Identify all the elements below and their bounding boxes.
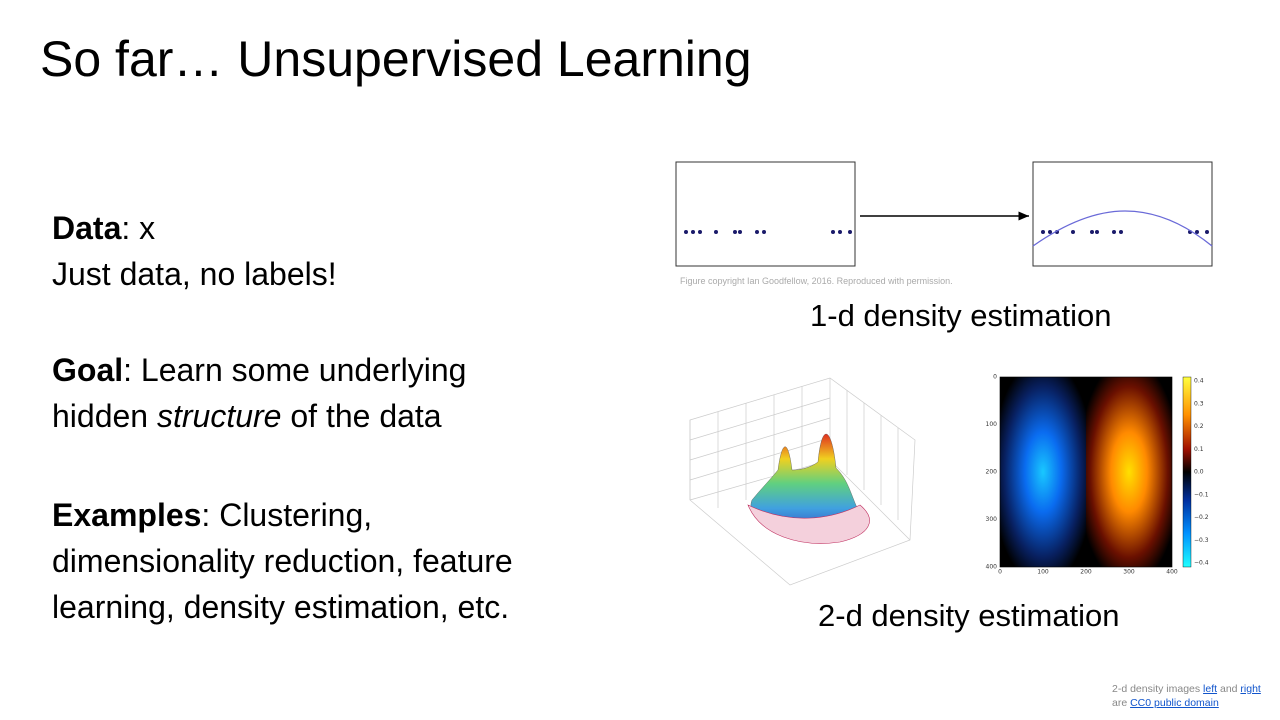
line: learning, density estimation, etc. — [52, 589, 510, 625]
text: of the data — [281, 398, 442, 434]
figure-caption: 1-d density estimation — [810, 298, 1112, 333]
term: Examples — [52, 497, 202, 533]
text: are — [1112, 697, 1131, 709]
footer-line: 2-d density images left and right — [1112, 682, 1261, 696]
slide-title: So far… Unsupervised Learning — [40, 31, 752, 87]
y-tick-label: 300 — [986, 516, 998, 523]
link[interactable]: CC0 public domain — [1130, 697, 1219, 709]
link[interactable]: left — [1203, 683, 1218, 695]
heatmap-frame — [999, 376, 1173, 568]
footer-line: are CC0 public domain — [1112, 696, 1261, 710]
y-tick-label: 100 — [986, 421, 998, 428]
text: hidden — [52, 398, 157, 434]
data-block: Data: x Just data, no labels! — [52, 205, 337, 297]
y-tick-label: 200 — [986, 469, 998, 476]
colorbar-tick-label: −0.4 — [1194, 560, 1209, 567]
x-tick-label: 400 — [1166, 569, 1178, 576]
density-curve — [1032, 210, 1213, 247]
colorbar — [1182, 376, 1192, 568]
y-tick-label: 0 — [993, 374, 997, 381]
colorbar-tick-label: 0.1 — [1194, 446, 1204, 453]
colorbar-tick-label: 0.2 — [1194, 423, 1204, 430]
heatmap-right — [1086, 377, 1172, 567]
term: Goal — [52, 352, 124, 388]
goal-block: Goal: Learn some underlying hidden struc… — [52, 347, 466, 439]
heatmap-left — [1000, 377, 1086, 567]
plot-frame — [675, 161, 856, 267]
x-tick-label: 0 — [998, 569, 1002, 576]
line: Just data, no labels! — [52, 256, 337, 292]
line: Examples: Clustering, — [52, 492, 513, 538]
sample-dots — [684, 230, 1209, 234]
colorbar-tick-label: −0.1 — [1194, 491, 1209, 498]
line: hidden structure of the data — [52, 393, 466, 439]
sample-cloud — [747, 504, 870, 544]
colorbar-tick-label: 0.3 — [1194, 400, 1204, 407]
examples-block: Examples: Clustering, dimensionality red… — [52, 492, 513, 630]
italic-text: structure — [156, 398, 282, 434]
colorbar-tick-label: 0.4 — [1194, 378, 1204, 385]
text: : Learn some underlying — [123, 352, 467, 388]
colorbar-tick-label: −0.3 — [1194, 537, 1209, 544]
plot-frame — [1032, 161, 1213, 267]
figure-caption: 2-d density estimation — [818, 598, 1120, 633]
figure-credit: Figure copyright Ian Goodfellow, 2016. R… — [680, 276, 953, 286]
text: and — [1217, 683, 1241, 695]
line: Data: x — [52, 205, 337, 251]
x-tick-label: 300 — [1123, 569, 1135, 576]
link[interactable]: right — [1240, 683, 1261, 695]
y-tick-label: 400 — [986, 564, 998, 571]
text: : x — [121, 210, 156, 246]
line: Goal: Learn some underlying — [52, 347, 466, 393]
term: Data — [52, 210, 122, 246]
text: : Clustering, — [201, 497, 373, 533]
x-tick-label: 100 — [1037, 569, 1049, 576]
text: 2-d density images — [1112, 683, 1204, 695]
colorbar-tick-label: −0.2 — [1194, 514, 1209, 521]
line: dimensionality reduction, feature — [52, 543, 513, 579]
footer: 2-d density images left and right are CC… — [1112, 682, 1261, 710]
colorbar-tick-label: 0.0 — [1194, 469, 1204, 476]
x-tick-label: 200 — [1080, 569, 1092, 576]
